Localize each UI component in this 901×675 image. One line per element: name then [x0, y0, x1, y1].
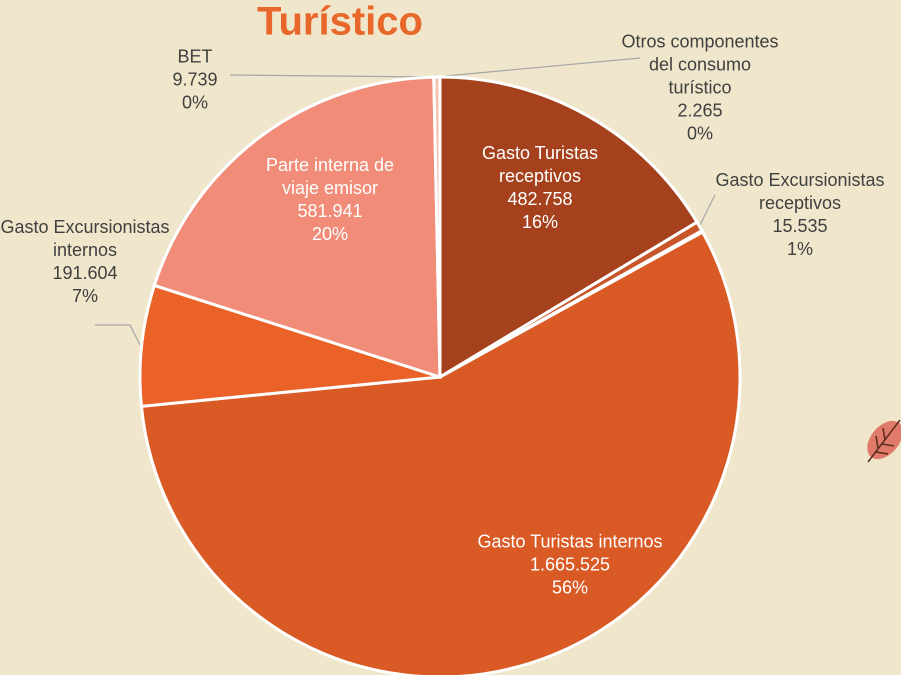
- slice-label: Parte interna de viaje emisor 581.941 20%: [255, 154, 405, 246]
- value-label: 482.758: [507, 189, 573, 209]
- percent-label: 7%: [71, 286, 98, 306]
- category-label: Parte interna de viaje emisor: [265, 155, 395, 198]
- pie-slice: [152, 75, 442, 380]
- percent-label: 16%: [521, 212, 559, 232]
- leader-lines: [95, 57, 716, 346]
- pie-slice: [139, 229, 742, 675]
- slice-label: Gasto Excursionistas receptivos 15.535 1%: [710, 169, 890, 261]
- slice-label: Gasto Turistas receptivos 482.758 16%: [480, 142, 600, 234]
- percent-label: 56%: [551, 577, 589, 598]
- slice-label: Otros componentes del consumo turístico 2…: [620, 31, 780, 146]
- leader-line: [444, 57, 641, 77]
- category-label: Gasto Excursionistas receptivos: [715, 170, 885, 213]
- value-label: 1.665.525: [529, 554, 611, 575]
- pie-slice: [432, 75, 442, 378]
- value-label: 581.941: [297, 201, 363, 221]
- percent-label: 0%: [181, 92, 208, 113]
- value-label: 15.535: [772, 216, 828, 236]
- value-label: 9.739: [172, 69, 218, 90]
- percent-label: 1%: [786, 239, 813, 259]
- value-label: 2.265: [677, 100, 723, 121]
- category-label: BET: [177, 46, 213, 67]
- value-label: 191.604: [52, 263, 118, 283]
- category-label: Otros componentes del consumo turístico: [621, 31, 779, 98]
- category-label: Gasto Turistas receptivos: [481, 143, 599, 186]
- percent-label: 20%: [311, 224, 349, 244]
- slice-label: Gasto Excursionistas internos 191.604 7%: [0, 216, 170, 308]
- pie-slice: [138, 283, 441, 408]
- pie-slice: [438, 75, 700, 380]
- chart-title: Turístico: [257, 0, 423, 44]
- leader-line: [229, 74, 436, 78]
- leader-line: [699, 194, 716, 226]
- category-label: Gasto Excursionistas internos: [0, 217, 170, 260]
- category-label: Gasto Turistas internos: [477, 531, 663, 552]
- leader-line: [95, 324, 141, 346]
- leaf-icon: [867, 419, 901, 463]
- slice-label: BET 9.739 0%: [155, 46, 235, 115]
- slice-label: Gasto Turistas internos 1.665.525 56%: [475, 531, 665, 600]
- percent-label: 0%: [686, 123, 713, 144]
